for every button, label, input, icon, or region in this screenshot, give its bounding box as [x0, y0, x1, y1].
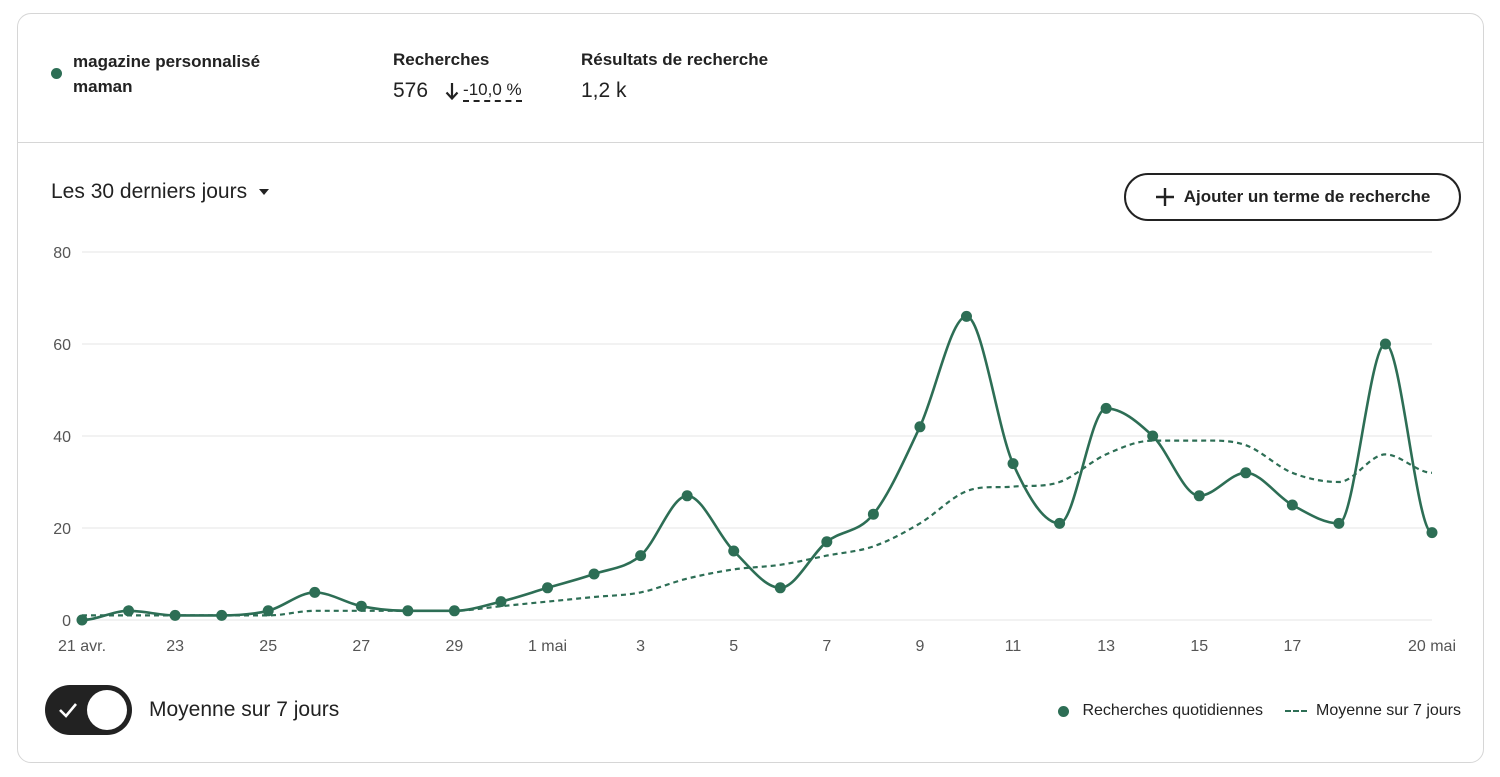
- daily-data-point: [216, 609, 228, 621]
- legend-average-label: Moyenne sur 7 jours: [1316, 702, 1461, 719]
- daily-data-point: [867, 508, 879, 520]
- x-tick-label: 21 avr.: [58, 638, 106, 655]
- daily-data-point: [309, 586, 321, 598]
- daily-data-point: [1426, 527, 1438, 539]
- daily-data-point: [262, 605, 274, 617]
- daily-data-point: [76, 614, 88, 626]
- searches-stat: Recherches 576 -10,0 %: [393, 49, 522, 104]
- x-tick-label: 13: [1097, 638, 1115, 655]
- x-tick-label: 20 mai: [1408, 638, 1456, 655]
- results-stat: Résultats de recherche 1,2 k: [581, 49, 768, 104]
- daily-data-point: [1054, 517, 1066, 529]
- daily-data-point: [1193, 490, 1205, 502]
- add-search-term-label: Ajouter un terme de recherche: [1183, 187, 1431, 206]
- average-toggle-group: Moyenne sur 7 jours: [45, 685, 339, 735]
- legend-daily-label: Recherches quotidiennes: [1082, 702, 1264, 719]
- x-tick-label: 15: [1190, 638, 1208, 655]
- daily-data-point: [123, 605, 135, 617]
- daily-data-point: [1286, 499, 1298, 511]
- legend-daily-marker: [1058, 705, 1070, 717]
- y-tick-label: 40: [53, 429, 71, 446]
- search-term-label: magazine personnalisé maman: [73, 52, 261, 96]
- daily-data-point: [448, 605, 460, 617]
- seven-day-average-toggle[interactable]: [45, 685, 132, 735]
- daily-data-point: [169, 609, 181, 621]
- x-tick-label: 23: [166, 638, 184, 655]
- daily-data-point: [635, 550, 647, 562]
- daily-data-point: [1240, 467, 1252, 479]
- daily-data-point: [542, 582, 554, 594]
- x-tick-label: 25: [259, 638, 277, 655]
- daily-data-point: [1333, 517, 1345, 529]
- x-tick-label: 17: [1283, 638, 1301, 655]
- daily-data-point: [588, 568, 600, 580]
- series-color-dot: [51, 68, 62, 79]
- x-tick-label: 3: [636, 638, 645, 655]
- x-tick-label: 11: [1005, 638, 1022, 655]
- y-tick-label: 0: [62, 613, 71, 630]
- y-tick-label: 80: [53, 245, 71, 262]
- search-trend-card: magazine personnalisé maman Recherches 5…: [17, 13, 1484, 763]
- daily-data-point: [1007, 458, 1019, 470]
- toggle-label: Moyenne sur 7 jours: [149, 698, 340, 721]
- daily-series-line: [81, 315, 1434, 622]
- daily-data-point: [495, 596, 507, 608]
- x-tick-label: 5: [729, 638, 738, 655]
- y-tick-label: 60: [53, 337, 71, 354]
- searches-change[interactable]: -10,0 %: [445, 80, 522, 102]
- x-tick-label: 1 mai: [528, 638, 567, 655]
- check-icon: [59, 703, 77, 718]
- average-series-line: [82, 439, 1433, 617]
- y-tick-label: 20: [53, 521, 71, 538]
- daily-data-point: [1379, 338, 1391, 350]
- daily-data-point: [402, 605, 414, 617]
- daily-data-point: [728, 545, 740, 557]
- daily-data-point: [681, 490, 693, 502]
- date-range-dropdown[interactable]: Les 30 derniers jours: [51, 180, 270, 204]
- summary-header: magazine personnalisé maman Recherches 5…: [18, 14, 1483, 143]
- x-tick-label: 7: [822, 638, 831, 655]
- x-tick-label: 27: [352, 638, 370, 655]
- results-value: 1,2 k: [581, 79, 627, 102]
- x-tick-label: 29: [446, 638, 464, 655]
- searches-value-row: 576 -10,0 %: [393, 78, 522, 104]
- searches-change-percent: -10,0 %: [463, 80, 522, 102]
- arrow-down-icon: [445, 83, 459, 101]
- plus-icon: [1155, 188, 1174, 206]
- legend-average-marker: [1285, 710, 1308, 712]
- date-range-label: Les 30 derniers jours: [51, 180, 248, 203]
- daily-data-point: [914, 421, 926, 433]
- add-search-term-button[interactable]: Ajouter un terme de recherche: [1124, 173, 1461, 221]
- searches-value: 576: [393, 79, 429, 102]
- daily-data-point: [355, 600, 367, 612]
- daily-data-point: [774, 582, 786, 594]
- x-tick-label: 9: [915, 638, 924, 655]
- searches-line-chart: 0 20 40 60 80 21 avr. 23 25 27 29 1 mai 3 5 7 9 11 13 15 1…: [53, 245, 1456, 655]
- toggle-knob: [87, 690, 127, 730]
- caret-down-icon: [259, 189, 270, 195]
- daily-data-point: [960, 310, 972, 322]
- searches-label: Recherches: [393, 50, 490, 69]
- results-label: Résultats de recherche: [581, 50, 769, 69]
- daily-data-point: [1147, 430, 1159, 442]
- daily-data-point: [821, 536, 833, 548]
- chart-legend: Recherches quotidiennes Moyenne sur 7 jo…: [1058, 702, 1461, 720]
- daily-data-point: [1100, 402, 1112, 414]
